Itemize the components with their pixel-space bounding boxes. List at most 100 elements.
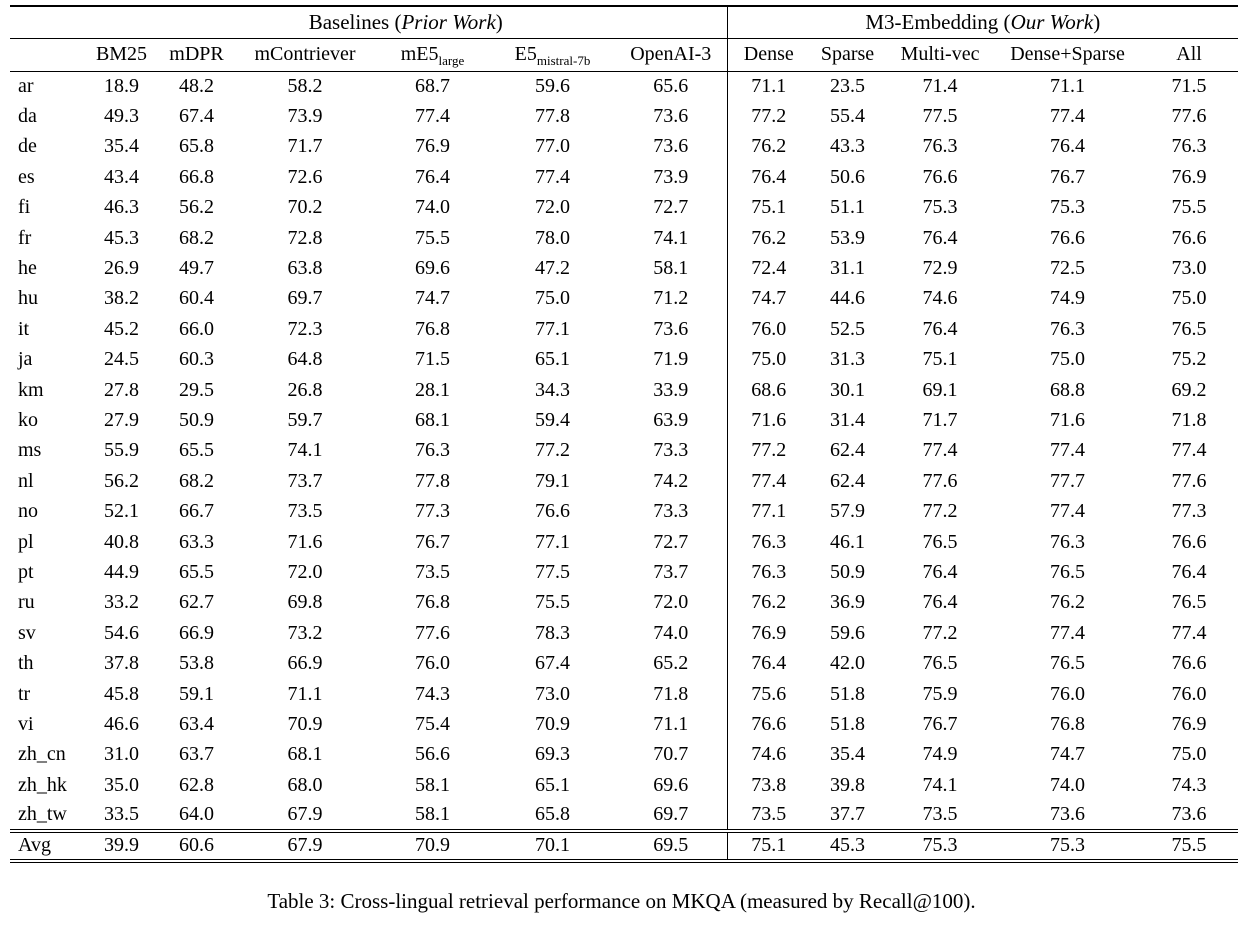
- metric-cell: 77.2: [726, 101, 811, 132]
- row-label-th: th: [18, 652, 34, 675]
- metric-cell: 75.1: [922, 348, 958, 371]
- metric-cell: 27.8: [104, 378, 139, 401]
- metric-cell: 69.5: [615, 828, 728, 864]
- row-label-nl: nl: [18, 469, 34, 492]
- table-row-fr: fr 45.3 68.2 72.8 75.5 78.0 74.1 76.2 53.9 76.4 76…: [10, 222, 1238, 254]
- metric-cell: 76.6: [922, 165, 958, 188]
- metric-cell: 75.1: [726, 192, 811, 223]
- column-header-bm25: BM25: [85, 38, 158, 72]
- metric-cell: 58.1: [415, 803, 450, 826]
- metric-cell: 63.7: [179, 743, 214, 766]
- metric-cell: 26.9: [104, 257, 139, 280]
- metric-cell: 76.4: [1171, 560, 1207, 583]
- metric-cell: 72.0: [653, 591, 689, 614]
- table-row-it: it 45.2 66.0 72.3 76.8 77.1 73.6 76.0 52.5 76.4 76…: [10, 314, 1238, 345]
- metric-cell: 77.5: [922, 105, 958, 128]
- metric-cell: 53.8: [179, 652, 214, 675]
- metric-cell: 68.1: [415, 408, 450, 431]
- metric-cell: 72.7: [653, 530, 689, 553]
- metric-cell: 43.3: [830, 135, 866, 158]
- metric-cell: 77.8: [415, 469, 450, 492]
- metric-cell: 75.1: [726, 828, 811, 864]
- metric-cell: 72.0: [287, 560, 323, 583]
- metric-cell: 76.4: [922, 317, 958, 340]
- metric-cell: 74.3: [1171, 773, 1207, 796]
- metric-cell: 73.6: [653, 135, 689, 158]
- metric-cell: 76.7: [1050, 165, 1086, 188]
- row-label-ms: ms: [18, 439, 42, 462]
- metric-cell: 76.6: [1171, 530, 1207, 553]
- metric-cell: 72.4: [726, 253, 811, 284]
- metric-cell: 24.5: [104, 348, 139, 371]
- metric-cell: 68.6: [726, 374, 811, 406]
- row-label-no: no: [18, 500, 38, 523]
- table-caption: Table 3: Cross-lingual retrieval perform…: [267, 889, 976, 914]
- metric-cell: 56.6: [415, 743, 450, 766]
- metric-cell: 44.6: [830, 287, 866, 310]
- metric-cell: 69.7: [287, 287, 323, 310]
- metric-cell: 74.7: [415, 287, 450, 310]
- metric-cell: 65.5: [179, 560, 214, 583]
- metric-cell: 75.3: [885, 828, 996, 864]
- column-header-e5: E5mistral-7b: [490, 38, 615, 72]
- metric-cell: 68.1: [287, 743, 323, 766]
- row-label-ar: ar: [18, 74, 34, 97]
- table-row-ar: ar 18.9 48.2 58.2 68.7 59.6 65.6 71.1 23.5 71.4 71…: [10, 71, 1238, 102]
- metric-cell: 28.1: [415, 378, 450, 401]
- metric-cell: 65.2: [653, 652, 689, 675]
- metric-cell: 59.6: [830, 621, 866, 644]
- metric-cell: 69.6: [653, 773, 689, 796]
- row-label-es: es: [18, 165, 35, 188]
- metric-cell: 73.9: [653, 165, 689, 188]
- table-row-zh_cn: zh_cn 31.0 63.7 68.1 56.6 69.3 70.7 74.6 35.4 74.…: [10, 739, 1238, 770]
- row-label-sv: sv: [18, 621, 36, 644]
- metric-cell: 31.1: [830, 257, 866, 280]
- metric-cell: 77.7: [1050, 469, 1086, 492]
- metric-cell: 75.5: [415, 226, 450, 249]
- metric-cell: 71.5: [1171, 74, 1207, 97]
- metric-cell: 74.9: [1050, 287, 1086, 310]
- metric-cell: 77.4: [1171, 621, 1207, 644]
- metric-cell: 68.2: [179, 226, 214, 249]
- table-row-nl: nl 56.2 68.2 73.7 77.8 79.1 74.2 77.4 62.4 77.6 77…: [10, 466, 1238, 497]
- column-header-openai-3: OpenAI-3: [615, 38, 728, 72]
- metric-cell: 72.8: [287, 226, 323, 249]
- metric-cell: 59.7: [287, 408, 323, 431]
- metric-cell: 37.8: [104, 652, 139, 675]
- metric-cell: 70.9: [375, 828, 490, 864]
- metric-cell: 69.6: [415, 257, 450, 280]
- metric-cell: 42.0: [830, 652, 866, 675]
- metric-cell: 55.9: [104, 439, 139, 462]
- column-header-dense-sparse: Dense+Sparse: [995, 38, 1141, 72]
- row-label-pt: pt: [18, 560, 34, 583]
- metric-cell: 66.7: [179, 500, 214, 523]
- column-header-me5: mE5large: [375, 38, 490, 72]
- metric-cell: 76.6: [1171, 652, 1207, 675]
- metric-cell: 76.6: [1050, 226, 1086, 249]
- metric-cell: 75.2: [1171, 348, 1207, 371]
- metric-cell: 76.6: [535, 500, 570, 523]
- metric-cell: 50.9: [179, 408, 214, 431]
- metric-cell: 59.1: [179, 682, 214, 705]
- metric-cell: 76.4: [922, 591, 958, 614]
- metric-cell: 38.2: [104, 287, 139, 310]
- metric-cell: 77.8: [535, 105, 570, 128]
- metric-cell: 62.8: [179, 773, 214, 796]
- row-label-ko: ko: [18, 408, 38, 431]
- metric-cell: 39.8: [830, 773, 866, 796]
- metric-cell: 70.2: [287, 196, 323, 219]
- metric-cell: 33.2: [104, 591, 139, 614]
- metric-cell: 76.3: [1050, 530, 1086, 553]
- metric-cell: 77.3: [415, 500, 450, 523]
- row-label-ja: ja: [18, 348, 33, 371]
- metric-cell: 75.3: [1050, 196, 1086, 219]
- metric-cell: 73.3: [653, 500, 689, 523]
- metric-cell: 69.7: [653, 803, 689, 826]
- metric-cell: 71.2: [653, 287, 689, 310]
- table-row-hu: hu 38.2 60.4 69.7 74.7 75.0 71.2 74.7 44.6 74.6 74…: [10, 283, 1238, 315]
- metric-cell: 62.4: [830, 439, 866, 462]
- metric-cell: 56.2: [104, 469, 139, 492]
- column-header-multi-vec: Multi-vec: [885, 38, 996, 72]
- metric-cell: 58.2: [287, 74, 323, 97]
- row-label-pl: pl: [18, 530, 34, 553]
